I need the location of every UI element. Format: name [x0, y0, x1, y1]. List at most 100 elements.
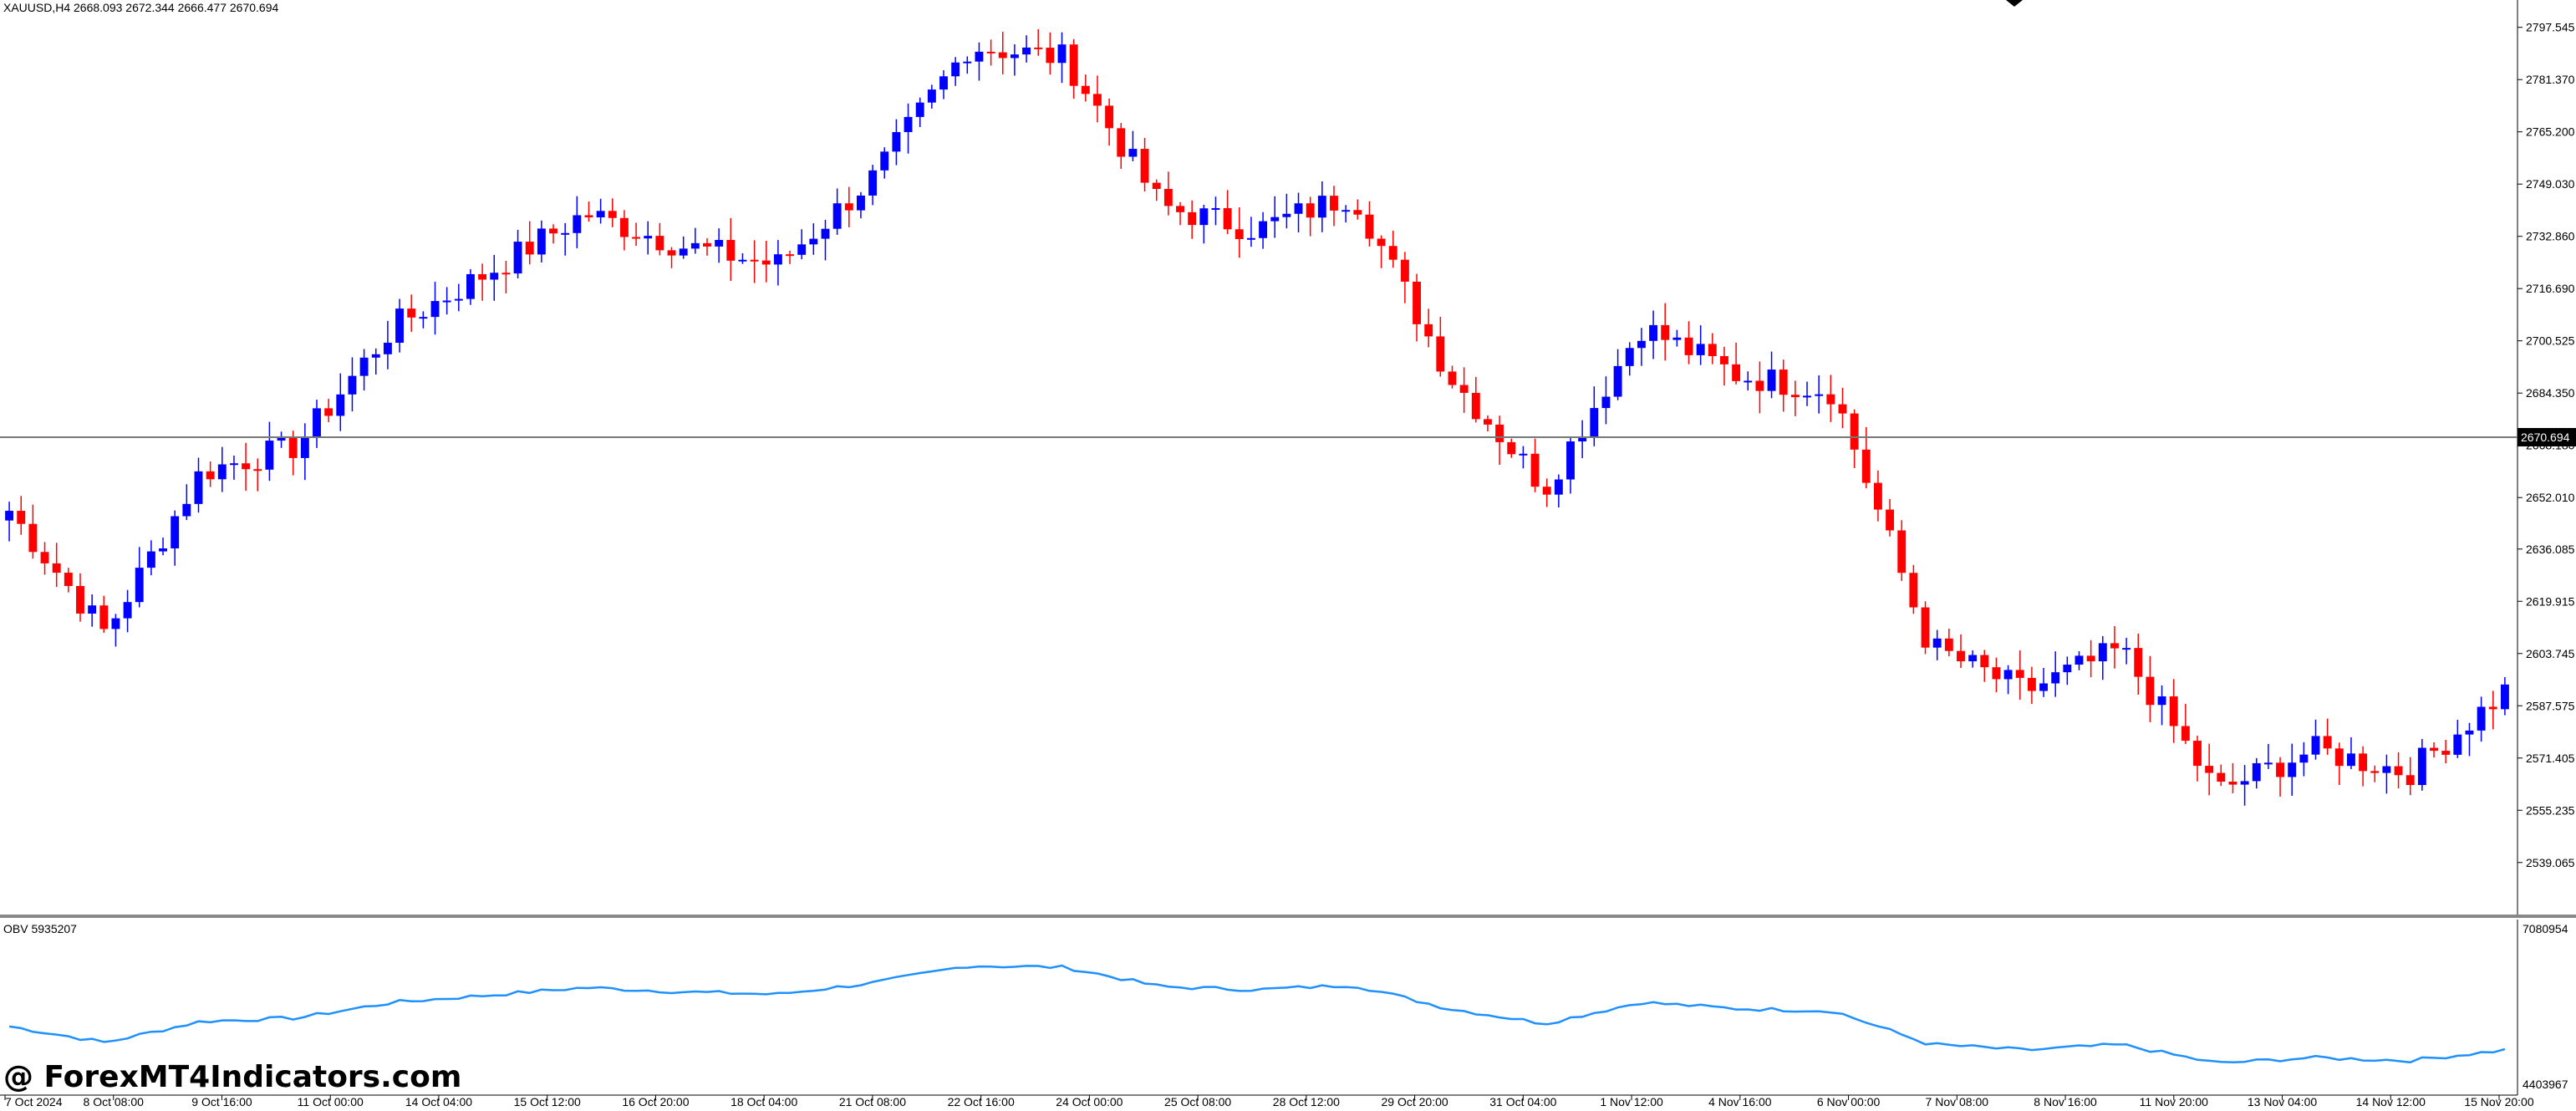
- candle-body: [856, 195, 865, 211]
- candle-body: [2334, 748, 2344, 767]
- candle-body: [1601, 396, 1611, 409]
- candle-body: [265, 441, 274, 470]
- candle-body: [52, 563, 61, 573]
- candle-body: [2205, 766, 2214, 773]
- candle-body: [703, 242, 711, 247]
- candle-body: [442, 300, 451, 303]
- candle-body: [892, 131, 901, 152]
- time-axis: 7 Oct 2024 8 Oct 08:00 9 Oct 16:00 11 Oct 0…: [4, 1095, 2534, 1108]
- x-tick-label: 8 Nov 16:00: [2034, 1095, 2097, 1108]
- candle-body: [1661, 324, 1670, 340]
- candle-body: [1897, 530, 1907, 573]
- candle-body: [1696, 344, 1705, 355]
- candle-body: [644, 236, 653, 239]
- candle-body: [478, 273, 487, 280]
- candle-body: [2405, 775, 2415, 786]
- candle-body: [679, 248, 688, 256]
- candle-body: [1022, 47, 1031, 55]
- candle-body: [1708, 344, 1717, 356]
- candle-body: [596, 211, 605, 217]
- candle-body: [1767, 369, 1776, 391]
- candle-body: [608, 211, 617, 218]
- candle-body: [1968, 655, 1978, 662]
- candle-body: [619, 217, 629, 237]
- candle-body: [2228, 782, 2237, 785]
- watermark: @ ForexMT4Indicators.com: [3, 1060, 461, 1094]
- obv-line: [8, 964, 2506, 1064]
- candle-body: [217, 464, 227, 480]
- candle-body: [844, 203, 853, 211]
- candle-body: [761, 260, 771, 265]
- x-tick-label: 9 Oct 16:00: [191, 1095, 252, 1108]
- candle-body: [1554, 479, 1563, 495]
- candle-body: [1246, 237, 1255, 240]
- candle-body: [1826, 394, 1835, 405]
- candle-body: [797, 244, 807, 255]
- x-tick-label: 18 Oct 04:00: [731, 1095, 797, 1108]
- candle-body: [525, 242, 534, 255]
- candle-body: [1341, 210, 1351, 212]
- x-tick-label: 8 Oct 08:00: [84, 1095, 145, 1108]
- candle-body: [2441, 751, 2451, 755]
- candle-body: [490, 273, 499, 280]
- candle-body: [159, 548, 167, 552]
- candle-body: [1672, 337, 1682, 340]
- candle-body: [2430, 747, 2438, 752]
- candle-body: [667, 250, 676, 256]
- candle-body: [1377, 238, 1386, 247]
- candle-body: [2465, 730, 2474, 735]
- candle-body: [28, 523, 38, 553]
- candle-body: [2110, 643, 2119, 649]
- candle-body: [998, 52, 1007, 59]
- y-tick-label: 2700.525: [2526, 334, 2575, 348]
- candle-body: [1566, 441, 1575, 480]
- candle-body: [1459, 385, 1469, 393]
- candle-body: [1069, 44, 1078, 86]
- candle-body: [2417, 747, 2426, 786]
- candle-body: [17, 511, 26, 524]
- candle-body: [1105, 105, 1114, 129]
- candle-body: [1720, 355, 1728, 364]
- candle-body: [2193, 741, 2202, 767]
- candlestick-series: [5, 28, 2509, 806]
- candle-body: [1282, 213, 1291, 217]
- y-tick-label: 2652.010: [2526, 491, 2575, 504]
- candle-body: [1388, 246, 1397, 260]
- obv-max-label: 7080954: [2523, 922, 2568, 935]
- candle-body: [1034, 47, 1043, 49]
- candle-body: [1957, 650, 1965, 662]
- candle-body: [2051, 672, 2060, 684]
- candle-body: [561, 232, 570, 235]
- candle-body: [288, 436, 298, 458]
- current-price-box: [2517, 427, 2576, 446]
- candle-body: [1117, 128, 1126, 157]
- candle-body: [1199, 208, 1209, 226]
- y-tick-label: 2749.030: [2526, 177, 2575, 191]
- candle-body: [324, 408, 333, 416]
- candle-body: [2263, 762, 2273, 765]
- obv-min-label: 4403967: [2523, 1078, 2568, 1091]
- candle-body: [2039, 683, 2048, 691]
- candle-body: [1424, 324, 1433, 337]
- x-tick-label: 22 Oct 16:00: [948, 1095, 1015, 1108]
- candle-body: [690, 242, 700, 249]
- candle-body: [88, 605, 97, 614]
- x-tick-label: 21 Oct 08:00: [839, 1095, 906, 1108]
- x-tick-label: 15 Nov 20:00: [2464, 1095, 2533, 1108]
- candle-body: [1400, 259, 1409, 282]
- candle-body: [1046, 47, 1055, 64]
- candle-body: [939, 76, 948, 90]
- y-tick-label: 2587.575: [2526, 699, 2575, 712]
- candle-body: [2347, 753, 2355, 767]
- y-tick-label: 2539.065: [2526, 856, 2575, 869]
- y-tick-label: 2619.915: [2526, 594, 2575, 608]
- candle-body: [715, 240, 724, 247]
- candle-body: [963, 61, 972, 64]
- x-tick-label: 7 Oct 2024: [5, 1095, 63, 1108]
- candle-body: [1306, 203, 1315, 218]
- x-tick-label: 14 Nov 12:00: [2356, 1095, 2426, 1108]
- candle-body: [1471, 392, 1480, 420]
- candle-body: [821, 228, 830, 239]
- candle-body: [1413, 281, 1421, 324]
